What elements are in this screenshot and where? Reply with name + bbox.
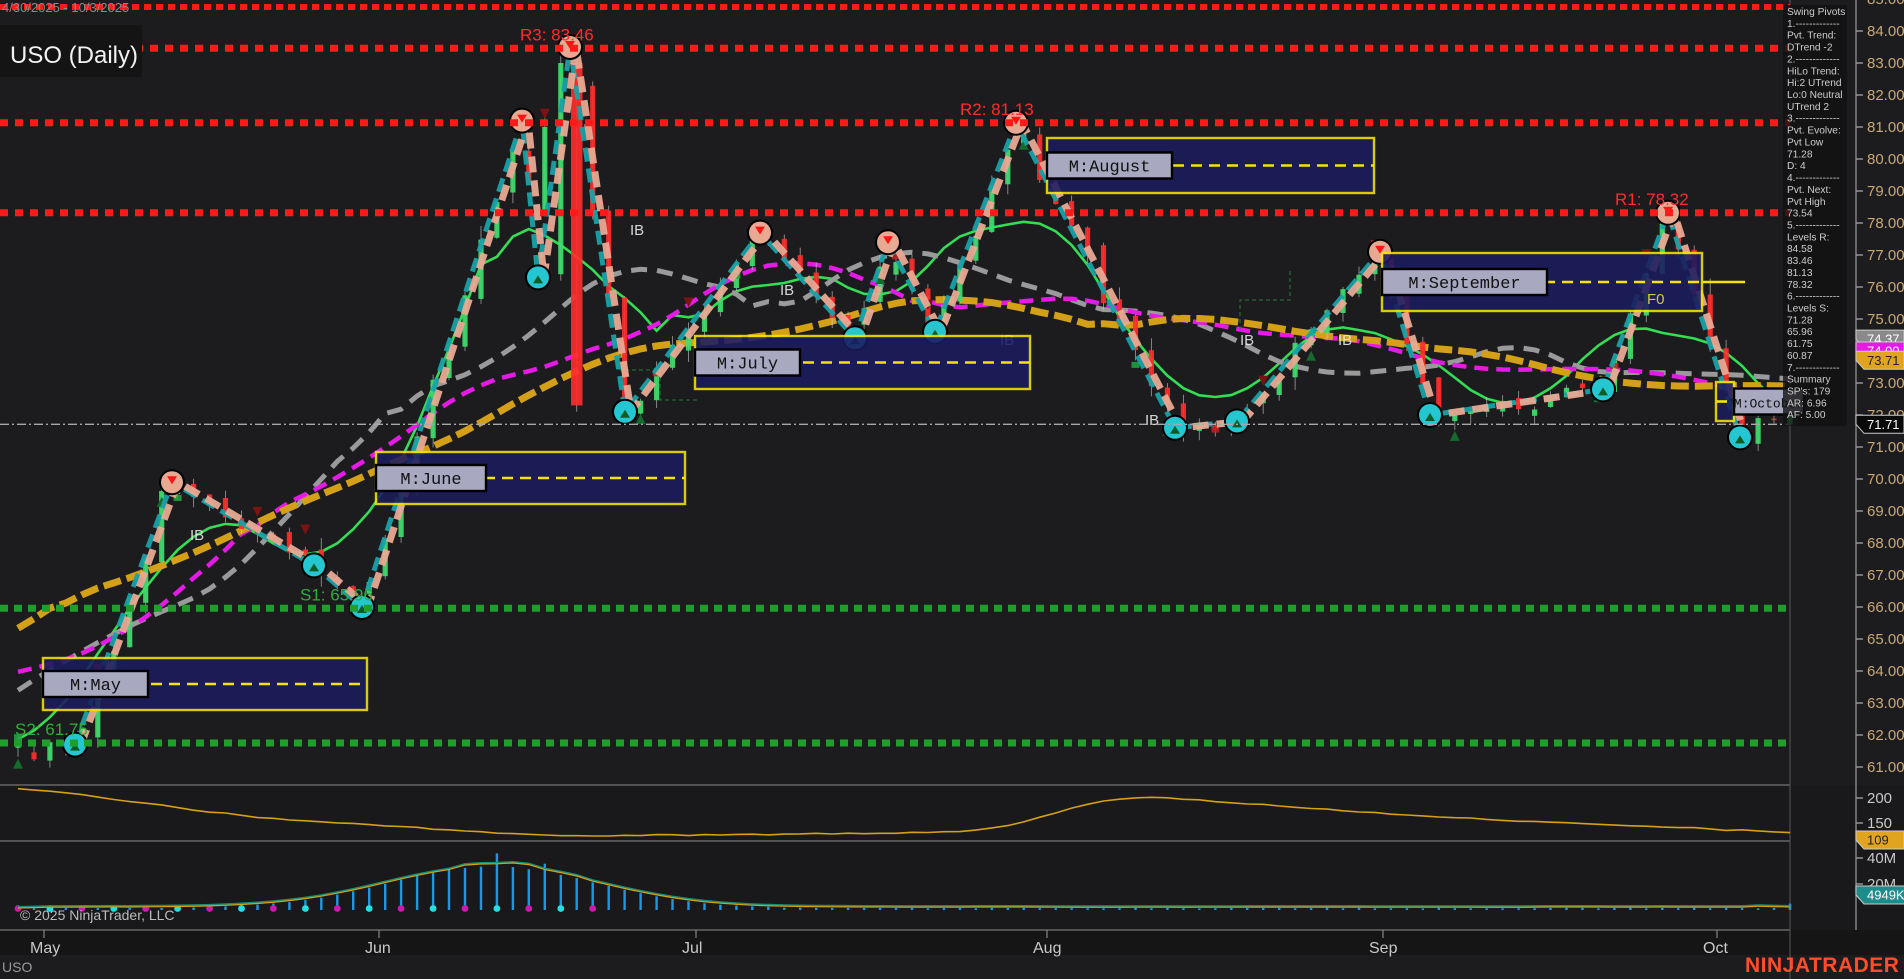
svg-text:65.00: 65.00 — [1867, 631, 1904, 648]
svg-text:67.00: 67.00 — [1867, 567, 1904, 584]
svg-text:73.00: 73.00 — [1867, 375, 1904, 392]
svg-text:85.00: 85.00 — [1867, 0, 1904, 8]
svg-text:S1: 65.96: S1: 65.96 — [300, 585, 373, 604]
svg-text:DTrend -2: DTrend -2 — [1787, 43, 1833, 54]
svg-text:Pvt. Trend:: Pvt. Trend: — [1787, 31, 1836, 42]
svg-text:AF: 5.00: AF: 5.00 — [1787, 410, 1826, 421]
svg-text:M:May: M:May — [70, 677, 121, 696]
svg-text:M:August: M:August — [1069, 159, 1151, 178]
svg-text:40M: 40M — [1867, 850, 1896, 867]
svg-text:F0: F0 — [1647, 291, 1665, 308]
svg-text:3.-------------: 3.------------- — [1787, 114, 1840, 125]
svg-text:7.-------------: 7.------------- — [1787, 363, 1840, 374]
svg-text:D: 4: D: 4 — [1787, 161, 1806, 172]
svg-text:66.00: 66.00 — [1867, 599, 1904, 616]
svg-text:84.00: 84.00 — [1867, 23, 1904, 40]
svg-text:Sep: Sep — [1369, 940, 1398, 957]
svg-text:M:July: M:July — [717, 356, 778, 375]
svg-text:AR: 6.96: AR: 6.96 — [1787, 398, 1827, 409]
svg-text:64.00: 64.00 — [1867, 663, 1904, 680]
svg-text:78.00: 78.00 — [1867, 215, 1904, 232]
svg-text:71.28: 71.28 — [1787, 149, 1813, 160]
svg-text:69.00: 69.00 — [1867, 503, 1904, 520]
svg-text:IB: IB — [1240, 332, 1254, 349]
svg-text:109: 109 — [1867, 833, 1889, 848]
svg-text:NINJATRADER: NINJATRADER — [1745, 954, 1899, 977]
svg-text:Jul: Jul — [682, 940, 702, 957]
svg-text:UTrend 2: UTrend 2 — [1787, 102, 1829, 113]
svg-text:IB: IB — [1338, 332, 1352, 349]
svg-text:6.-------------: 6.------------- — [1787, 292, 1840, 303]
svg-text:IB: IB — [190, 527, 204, 544]
svg-text:IB: IB — [1145, 412, 1159, 429]
svg-text:68.00: 68.00 — [1867, 535, 1904, 552]
svg-text:81.13: 81.13 — [1787, 268, 1813, 279]
svg-text:HiLo Trend:: HiLo Trend: — [1787, 66, 1840, 77]
svg-text:4949K: 4949K — [1867, 888, 1904, 903]
svg-text:M:June: M:June — [400, 471, 461, 490]
svg-text:200: 200 — [1867, 790, 1892, 807]
svg-text:Pvt. Next:: Pvt. Next: — [1787, 185, 1831, 196]
svg-text:May: May — [30, 940, 60, 957]
svg-text:© 2025 NinjaTrader, LLC: © 2025 NinjaTrader, LLC — [20, 907, 175, 923]
svg-text:79.00: 79.00 — [1867, 183, 1904, 200]
svg-text:73.54: 73.54 — [1787, 209, 1813, 220]
svg-text:USO (Daily): USO (Daily) — [10, 42, 138, 69]
svg-text:60.87: 60.87 — [1787, 351, 1813, 362]
svg-text:150: 150 — [1867, 815, 1892, 832]
svg-text:IB: IB — [780, 282, 794, 299]
svg-text:2.-------------: 2.------------- — [1787, 54, 1840, 65]
svg-text:1.-------------: 1.------------- — [1787, 19, 1840, 30]
svg-text:61.00: 61.00 — [1867, 759, 1904, 776]
svg-text:5.-------------: 5.------------- — [1787, 221, 1840, 232]
svg-text:R3: 83.46: R3: 83.46 — [520, 25, 594, 44]
svg-text:76.00: 76.00 — [1867, 279, 1904, 296]
svg-text:81.00: 81.00 — [1867, 119, 1904, 136]
svg-text:Levels R:: Levels R: — [1787, 232, 1829, 243]
svg-text:77.00: 77.00 — [1867, 247, 1904, 264]
svg-text:71.00: 71.00 — [1867, 439, 1904, 456]
svg-text:73.71: 73.71 — [1867, 353, 1900, 368]
svg-text:S2: 61.75: S2: 61.75 — [15, 720, 88, 739]
svg-text:71.28: 71.28 — [1787, 315, 1813, 326]
svg-text:USO: USO — [2, 959, 32, 975]
svg-text:71.71: 71.71 — [1867, 417, 1900, 432]
svg-text:82.00: 82.00 — [1867, 87, 1904, 104]
svg-text:65.96: 65.96 — [1787, 327, 1813, 338]
svg-text:Pvt High: Pvt High — [1787, 197, 1826, 208]
svg-text:Jun: Jun — [365, 940, 391, 957]
svg-text:83.00: 83.00 — [1867, 55, 1904, 72]
svg-text:63.00: 63.00 — [1867, 695, 1904, 712]
svg-text:80.00: 80.00 — [1867, 151, 1904, 168]
svg-text:83.46: 83.46 — [1787, 256, 1813, 267]
svg-text:Oct: Oct — [1703, 940, 1728, 957]
svg-text:4/30/2025 - 10/3/2025: 4/30/2025 - 10/3/2025 — [2, 0, 129, 15]
svg-text:IB: IB — [630, 222, 644, 239]
svg-text:Hi:2 UTrend: Hi:2 UTrend — [1787, 78, 1842, 89]
svg-text:Aug: Aug — [1033, 940, 1061, 957]
svg-text:Pvt Low: Pvt Low — [1787, 138, 1824, 149]
svg-text:Lo:0 Neutral: Lo:0 Neutral — [1787, 90, 1843, 101]
svg-text:R2: 81.13: R2: 81.13 — [960, 100, 1034, 119]
svg-text:Pvt. Evolve:: Pvt. Evolve: — [1787, 126, 1841, 137]
svg-text:70.00: 70.00 — [1867, 471, 1904, 488]
svg-text:84.58: 84.58 — [1787, 244, 1813, 255]
svg-text:62.00: 62.00 — [1867, 727, 1904, 744]
svg-text:Levels S:: Levels S: — [1787, 304, 1829, 315]
svg-text:Swing Pivots: Swing Pivots — [1787, 7, 1845, 18]
svg-text:Summary: Summary — [1787, 375, 1831, 386]
svg-text:R1: 78.32: R1: 78.32 — [1615, 190, 1689, 209]
svg-text:SP's: 179: SP's: 179 — [1787, 387, 1831, 398]
svg-text:61.75: 61.75 — [1787, 339, 1813, 350]
svg-text:78.32: 78.32 — [1787, 280, 1813, 291]
svg-text:75.00: 75.00 — [1867, 311, 1904, 328]
svg-text:M:September: M:September — [1408, 275, 1520, 294]
svg-text:4.-------------: 4.------------- — [1787, 173, 1840, 184]
